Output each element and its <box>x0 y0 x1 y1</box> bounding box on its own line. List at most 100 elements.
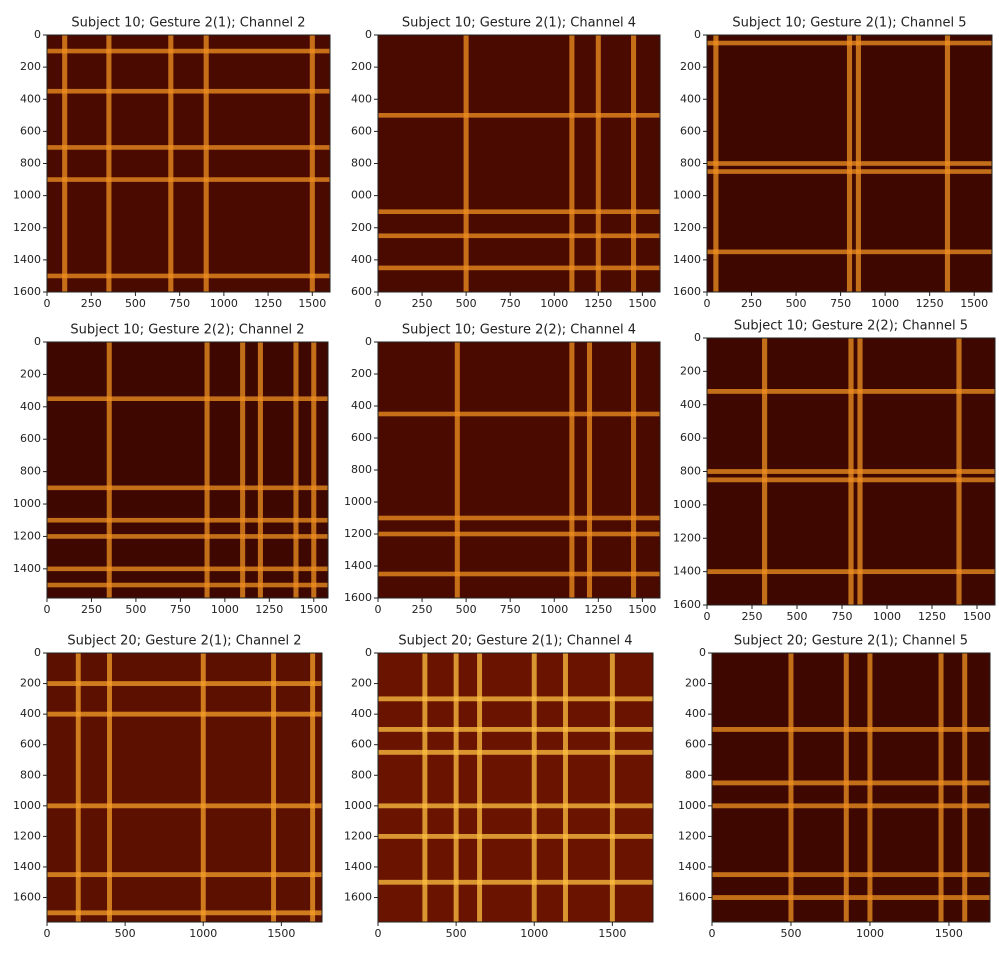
band-horizontal <box>712 803 990 809</box>
y-tick-label: 0 <box>34 335 41 348</box>
y-tick-label: 0 <box>34 646 41 659</box>
y-tick-label: 200 <box>351 221 372 234</box>
band-vertical <box>62 35 68 292</box>
x-tick-label: 1000 <box>189 927 217 940</box>
band-vertical <box>631 342 637 598</box>
x-tick-label: 750 <box>500 603 521 616</box>
x-tick-label: 1500 <box>628 297 656 310</box>
x-tick-label: 250 <box>741 297 762 310</box>
x-tick-label: 0 <box>704 610 711 623</box>
band-vertical <box>204 342 210 598</box>
band-vertical <box>788 653 794 922</box>
band-horizontal <box>47 872 322 878</box>
band-vertical <box>938 653 944 922</box>
y-tick-label: 200 <box>351 367 372 380</box>
x-tick-label: 500 <box>786 297 807 310</box>
y-tick-label: 600 <box>351 738 372 751</box>
band-vertical <box>454 342 460 598</box>
y-tick-label: 1200 <box>13 221 41 234</box>
x-tick-label: 500 <box>446 927 467 940</box>
band-horizontal <box>47 566 328 572</box>
heatmap-image <box>707 338 995 605</box>
band-vertical <box>857 338 863 605</box>
band-horizontal <box>378 515 660 521</box>
y-tick-label: 800 <box>351 463 372 476</box>
y-tick-label: 1000 <box>678 799 706 812</box>
x-tick-label: 750 <box>170 603 191 616</box>
y-tick-label: 000 <box>351 189 372 202</box>
frame <box>377 652 654 923</box>
y-tick-label: 1000 <box>13 189 41 202</box>
heatmap-panel: Subject 10; Gesture 2(1); Channel 4 0 250 5… <box>351 16 661 310</box>
heatmap-panel: Subject 10; Gesture 2(1); Channel 2 0 250 5… <box>13 16 331 310</box>
band-horizontal <box>378 833 653 839</box>
y-tick-label: 1600 <box>673 285 701 298</box>
band-vertical <box>962 653 968 922</box>
x-tick-label: 1500 <box>935 927 963 940</box>
y-tick-label: 1000 <box>13 497 41 510</box>
x-tick-label: 1250 <box>584 297 612 310</box>
x-tick-label: 1250 <box>254 297 282 310</box>
band-vertical <box>944 35 951 292</box>
y-tick-label: 800 <box>680 157 701 170</box>
y-tick-label: 0 <box>694 28 701 41</box>
heatmap-panel: Subject 20; Gesture 2(1); Channel 4 0 500 1… <box>344 634 654 940</box>
y-tick-label: 1000 <box>344 799 372 812</box>
x-tick-label: 1250 <box>918 610 946 623</box>
x-tick-label: 250 <box>81 603 102 616</box>
band-vertical <box>586 342 593 598</box>
band-horizontal <box>47 803 322 809</box>
x-tick-label: 0 <box>375 603 382 616</box>
band-horizontal <box>707 569 995 575</box>
band-vertical <box>75 653 81 922</box>
y-tick-label: 400 <box>680 398 701 411</box>
heatmap-panel: Subject 10; Gesture 2(2); Channel 2 0 250 5… <box>13 323 329 616</box>
band-horizontal <box>378 233 660 239</box>
heatmap-background <box>378 35 660 292</box>
heatmap-image <box>707 35 992 292</box>
heatmap-panel: Subject 10; Gesture 2(2); Channel 4 0 250 5… <box>344 323 661 616</box>
band-vertical <box>240 342 246 598</box>
band-horizontal <box>378 726 653 732</box>
y-tick-label: 1400 <box>678 860 706 873</box>
y-tick-label: 1200 <box>344 527 372 540</box>
x-tick-label: 750 <box>169 297 190 310</box>
y-tick-label: 400 <box>351 399 372 412</box>
panel-title: Subject 20; Gesture 2(1); Channel 5 <box>734 634 968 649</box>
band-horizontal <box>712 780 990 786</box>
heatmap-image <box>378 342 660 598</box>
y-tick-label: 800 <box>680 465 701 478</box>
panel-title: Subject 10; Gesture 2(1); Channel 5 <box>732 16 966 31</box>
x-tick-label: 0 <box>375 297 382 310</box>
y-tick-label: 1400 <box>344 860 372 873</box>
band-vertical <box>609 653 615 922</box>
y-tick-label: 1000 <box>344 495 372 508</box>
frame <box>711 652 991 923</box>
band-vertical <box>168 35 174 292</box>
heatmap-background <box>47 342 328 598</box>
band-vertical <box>293 342 299 598</box>
band-horizontal <box>47 273 330 279</box>
y-tick-label: 800 <box>351 157 372 170</box>
band-vertical <box>453 653 459 922</box>
band-horizontal <box>47 681 322 686</box>
band-horizontal <box>378 265 660 271</box>
band-vertical <box>311 342 317 598</box>
y-tick-label: 1400 <box>673 565 701 578</box>
x-tick-label: 1500 <box>628 603 656 616</box>
y-tick-label: 1000 <box>673 498 701 511</box>
x-tick-label: 1000 <box>873 610 901 623</box>
band-horizontal <box>707 169 992 174</box>
heatmap-panel: Subject 20; Gesture 2(1); Channel 5 0 500 1… <box>678 634 991 940</box>
y-tick-label: 400 <box>20 92 41 105</box>
y-tick-label: 600 <box>20 738 41 751</box>
band-horizontal <box>378 879 653 885</box>
y-tick-label: 0 <box>699 646 706 659</box>
band-horizontal <box>378 411 660 417</box>
band-horizontal <box>378 803 653 809</box>
x-tick-label: 0 <box>44 603 51 616</box>
y-tick-label: 1400 <box>13 860 41 873</box>
x-tick-label: 1000 <box>210 297 238 310</box>
y-tick-label: 0 <box>365 335 372 348</box>
y-tick-label: 800 <box>20 768 41 781</box>
